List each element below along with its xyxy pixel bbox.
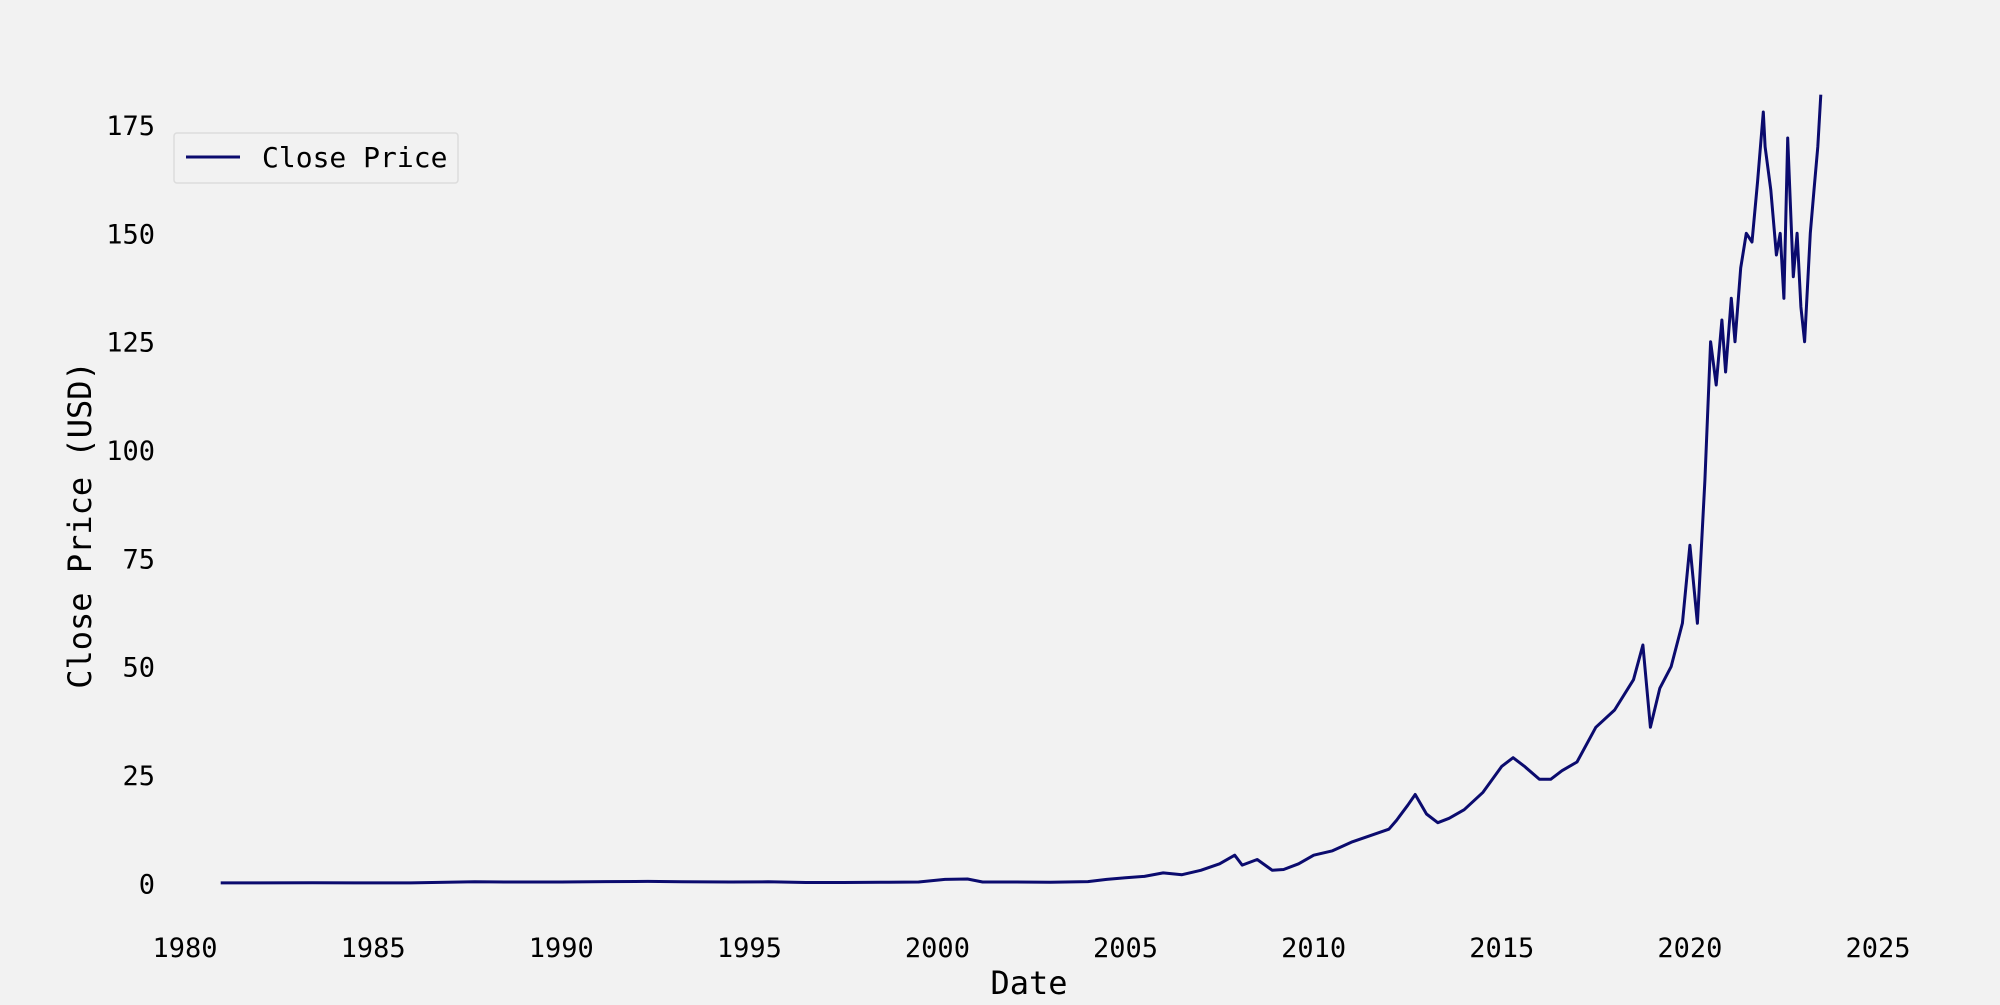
y-tick-label: 0 bbox=[139, 869, 155, 900]
x-tick-label: 2015 bbox=[1469, 933, 1534, 964]
y-axis-label: Close Price (USD) bbox=[61, 361, 99, 689]
legend-label-close-price: Close Price bbox=[262, 141, 447, 174]
x-tick-label: 2005 bbox=[1093, 933, 1158, 964]
x-tick-label: 1990 bbox=[529, 933, 594, 964]
legend: Close Price bbox=[173, 132, 459, 184]
y-tick-label: 50 bbox=[122, 653, 155, 684]
series-line-close-price bbox=[220, 94, 1823, 885]
y-tick-label: 175 bbox=[106, 111, 155, 142]
y-axis-ticks: 0 25 50 75 100 125 150 175 bbox=[106, 111, 155, 900]
y-tick-label: 125 bbox=[106, 328, 155, 359]
y-tick-label: 150 bbox=[106, 219, 155, 250]
x-tick-label: 2010 bbox=[1281, 933, 1346, 964]
series-layer bbox=[220, 94, 1823, 885]
x-tick-label: 1985 bbox=[341, 933, 406, 964]
x-axis-ticks: 1980 1985 1990 1995 2000 2005 2010 2015 2020 2025 bbox=[152, 933, 1910, 964]
x-tick-label: 2000 bbox=[905, 933, 970, 964]
legend-box bbox=[173, 132, 459, 184]
x-tick-label: 2025 bbox=[1845, 933, 1910, 964]
y-tick-label: 100 bbox=[106, 436, 155, 467]
x-tick-label: 2020 bbox=[1657, 933, 1722, 964]
y-tick-label: 75 bbox=[122, 544, 155, 575]
x-tick-label: 1995 bbox=[717, 933, 782, 964]
y-tick-label: 25 bbox=[122, 761, 155, 792]
x-tick-label: 1980 bbox=[152, 933, 217, 964]
x-axis-label: Date bbox=[990, 964, 1067, 1000]
